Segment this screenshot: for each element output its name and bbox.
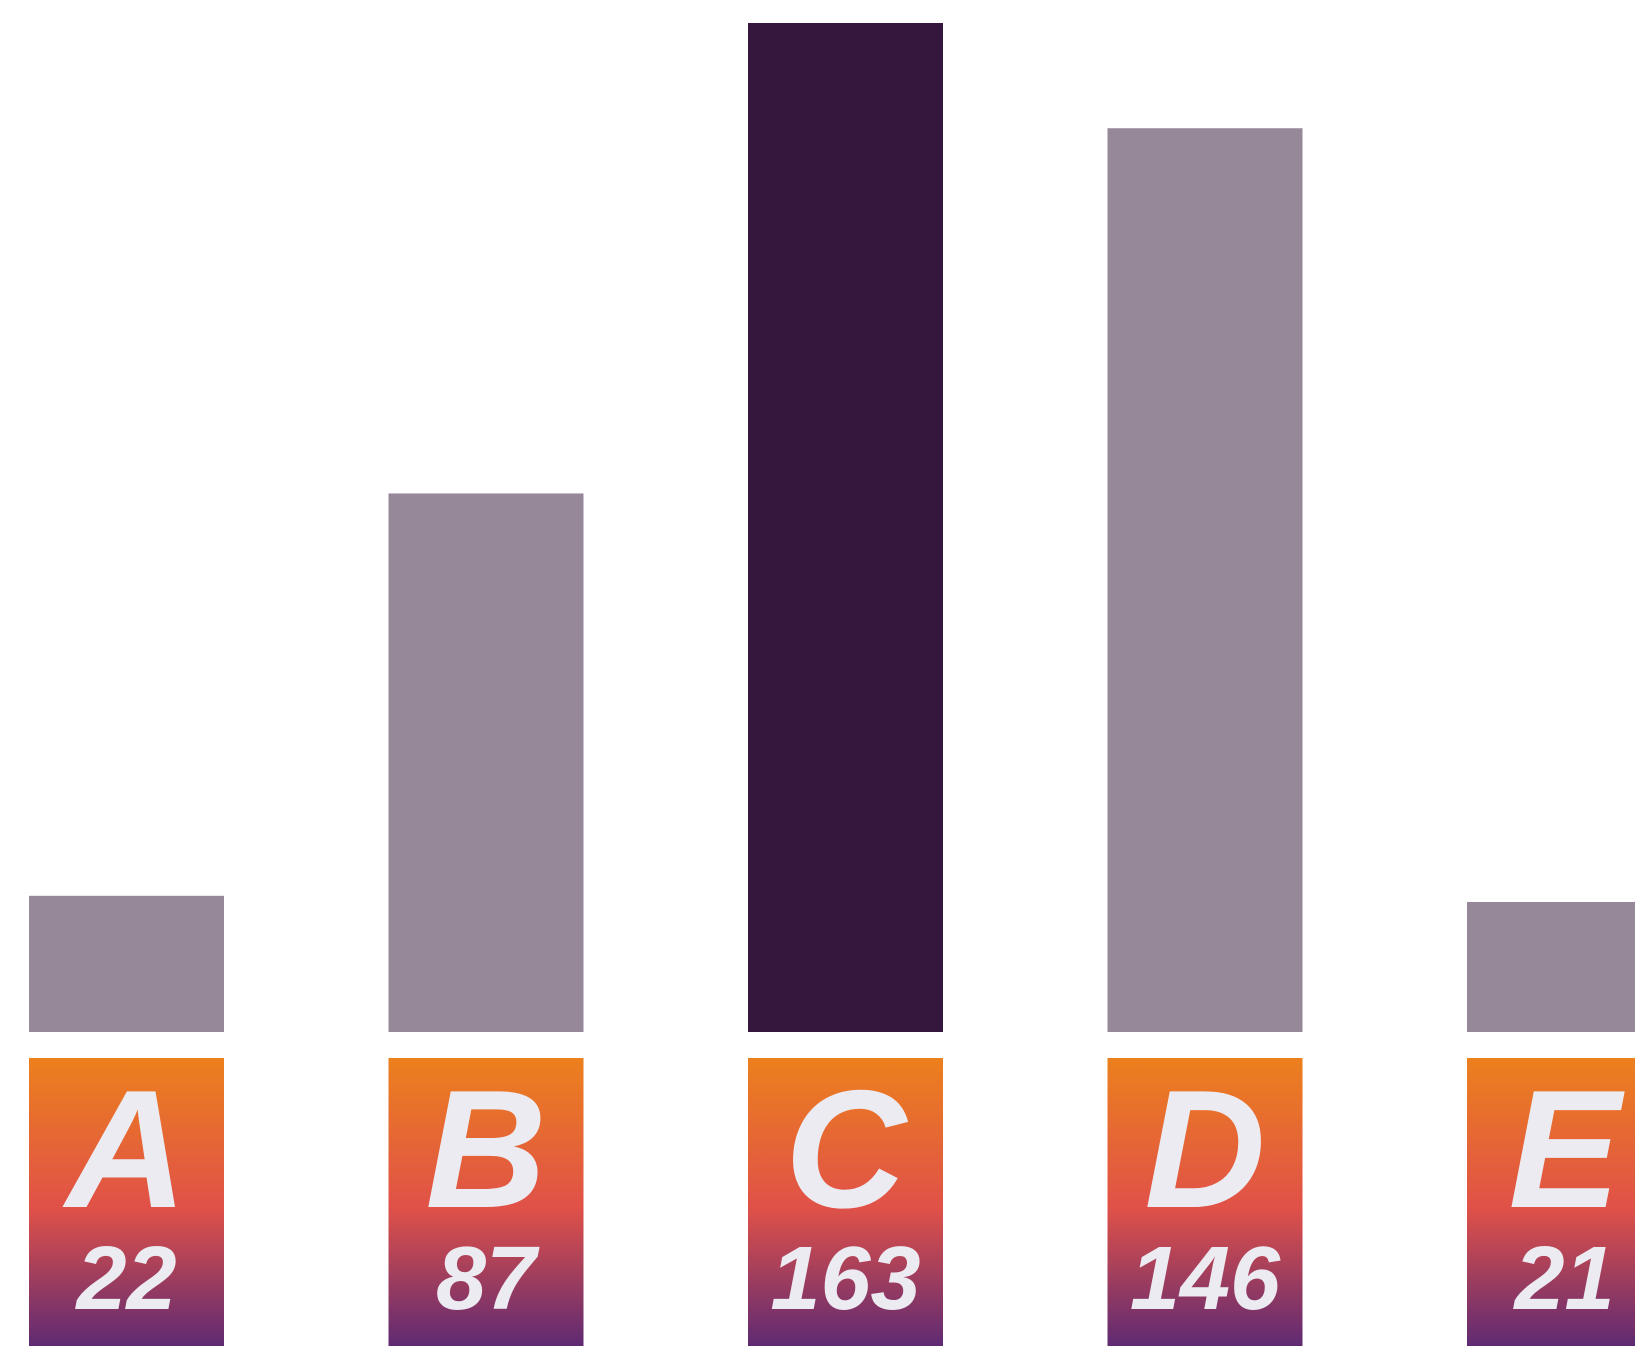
bars-group [29,23,1635,1032]
value-label-a: 22 [74,1229,176,1329]
value-label-e: 21 [1512,1229,1614,1329]
value-label-b: 87 [436,1229,540,1329]
bar-d [1107,128,1303,1032]
category-label-box-a [29,1058,224,1346]
value-label-d: 146 [1130,1229,1281,1329]
category-label-b: B [425,1055,546,1243]
category-label-box-c [748,1058,943,1346]
category-label-a: A [62,1055,187,1243]
category-label-e: E [1508,1055,1625,1243]
category-label-box-b [388,1058,584,1346]
bar-e [1467,902,1635,1032]
value-label-c: 163 [770,1229,920,1329]
category-label-c: C [785,1055,909,1243]
category-label-d: D [1144,1055,1265,1243]
bar-c [748,23,943,1032]
category-label-box-e [1467,1058,1635,1346]
bar-a [29,895,224,1032]
bar-b [388,493,584,1032]
category-label-box-d [1107,1058,1303,1346]
